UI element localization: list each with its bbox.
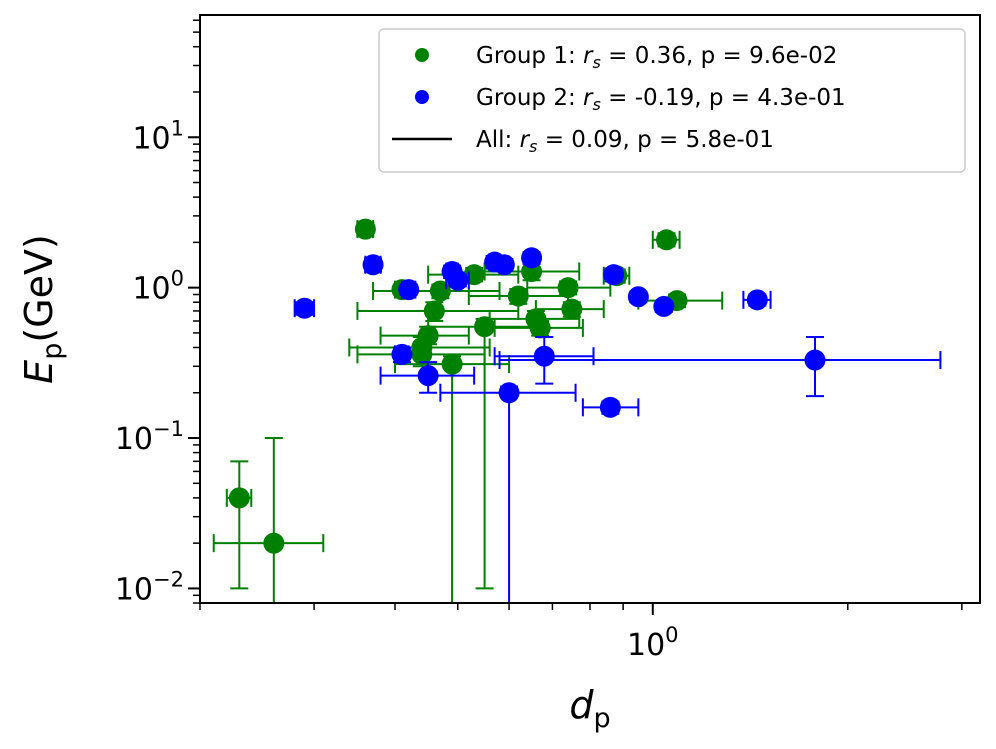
legend-subscript: s <box>593 53 601 72</box>
tick-exponent: −1 <box>153 417 184 441</box>
x-label-subscript: p <box>593 703 610 734</box>
data-point <box>429 280 451 302</box>
tick-base: 10 <box>132 121 170 156</box>
y-tick-label: 100 <box>132 267 184 307</box>
legend-entry: Group 2: rs = -0.19, p = 4.3e-01 <box>415 85 846 114</box>
legend-suffix: = -0.19, p = 4.3e-01 <box>601 85 846 111</box>
legend-entry: All: rs = 0.09, p = 5.8e-01 <box>392 127 774 156</box>
data-point <box>423 300 445 322</box>
data-point <box>498 382 520 404</box>
data-point <box>656 229 678 251</box>
tick-exponent: 0 <box>171 267 184 291</box>
data-point <box>398 279 420 301</box>
x-axis-label: dp <box>569 683 610 734</box>
legend-marker <box>415 48 429 62</box>
data-point <box>228 487 250 509</box>
tick-exponent: 0 <box>665 623 678 647</box>
data-point <box>804 349 826 371</box>
legend-subscript: s <box>593 95 601 114</box>
y-tick-label: 10−2 <box>115 567 184 607</box>
legend-prefix: Group 2: <box>476 85 583 111</box>
data-point <box>417 325 439 347</box>
y-tick-label: 10−1 <box>115 417 184 457</box>
legend-suffix: = 0.36, p = 9.6e-02 <box>601 43 838 69</box>
data-point <box>603 264 625 286</box>
legend-subscript: s <box>529 137 537 156</box>
y-label-subscript: p <box>37 343 68 360</box>
legend-symbol: r <box>583 85 594 111</box>
data-point <box>417 365 439 387</box>
data-point <box>561 298 583 320</box>
legend-suffix: = 0.09, p = 5.8e-01 <box>537 127 774 153</box>
y-tick-label: 101 <box>132 116 184 156</box>
y-label-unit: (GeV) <box>17 234 61 342</box>
data-point <box>557 277 579 299</box>
legend-prefix: All: <box>476 127 520 153</box>
legend-marker <box>415 90 429 104</box>
data-point <box>294 297 316 319</box>
tick-base: 10 <box>132 272 170 307</box>
data-point <box>493 254 515 276</box>
data-point <box>263 532 285 554</box>
tick-exponent: −2 <box>153 567 184 591</box>
legend-label: Group 1: rs = 0.36, p = 9.6e-02 <box>476 43 837 72</box>
data-point <box>474 316 496 338</box>
legend-symbol: r <box>583 43 594 69</box>
data-point <box>653 295 675 317</box>
legend-symbol: r <box>520 127 531 153</box>
tick-base: 10 <box>115 572 153 607</box>
error-bar <box>212 437 325 603</box>
tick-exponent: 1 <box>171 116 184 140</box>
data-point <box>391 343 413 365</box>
legend-label: Group 2: rs = -0.19, p = 4.3e-01 <box>476 85 846 114</box>
error-bar <box>498 335 942 398</box>
legend-box <box>378 28 966 173</box>
data-point <box>362 254 384 276</box>
data-point <box>411 343 433 365</box>
plot-content <box>212 218 942 603</box>
data-point <box>599 396 621 418</box>
data-point <box>441 353 463 375</box>
data-point <box>447 269 469 291</box>
legend-label: All: rs = 0.09, p = 5.8e-01 <box>476 127 774 156</box>
tick-base: 10 <box>627 628 665 663</box>
y-axis-label-group: Ep(GeV) <box>17 234 68 384</box>
x-label-symbol: d <box>569 683 594 727</box>
legend-prefix: Group 1: <box>476 43 583 69</box>
series-group-2 <box>293 247 942 603</box>
data-point <box>529 317 551 339</box>
error-bar <box>439 383 577 603</box>
data-point <box>521 247 543 269</box>
data-point <box>354 218 376 240</box>
x-tick-label: 100 <box>627 623 679 663</box>
data-point <box>627 286 649 308</box>
data-point <box>507 285 529 307</box>
data-point <box>746 289 768 311</box>
tick-base: 10 <box>115 422 153 457</box>
data-point <box>533 345 555 367</box>
y-axis-label: Ep(GeV) <box>17 234 68 384</box>
legend-entry: Group 1: rs = 0.36, p = 9.6e-02 <box>415 43 837 72</box>
error-bar <box>225 460 253 590</box>
y-label-symbol: E <box>17 360 61 384</box>
